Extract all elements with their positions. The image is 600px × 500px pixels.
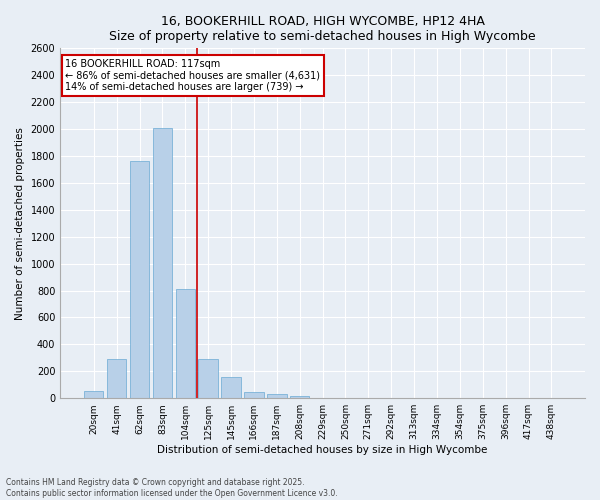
Text: Contains HM Land Registry data © Crown copyright and database right 2025.
Contai: Contains HM Land Registry data © Crown c… xyxy=(6,478,338,498)
Bar xyxy=(199,359,218,398)
Bar xyxy=(267,394,287,398)
Text: 16 BOOKERHILL ROAD: 117sqm
← 86% of semi-detached houses are smaller (4,631)
14%: 16 BOOKERHILL ROAD: 117sqm ← 86% of semi… xyxy=(65,59,320,92)
Bar xyxy=(84,391,103,398)
Bar xyxy=(176,288,195,398)
Y-axis label: Number of semi-detached properties: Number of semi-detached properties xyxy=(15,127,25,320)
Bar xyxy=(130,162,149,398)
Bar xyxy=(290,396,310,398)
Bar xyxy=(221,378,241,398)
Bar xyxy=(244,392,263,398)
Bar xyxy=(107,358,127,398)
X-axis label: Distribution of semi-detached houses by size in High Wycombe: Distribution of semi-detached houses by … xyxy=(157,445,488,455)
Bar xyxy=(152,128,172,398)
Title: 16, BOOKERHILL ROAD, HIGH WYCOMBE, HP12 4HA
Size of property relative to semi-de: 16, BOOKERHILL ROAD, HIGH WYCOMBE, HP12 … xyxy=(109,15,536,43)
